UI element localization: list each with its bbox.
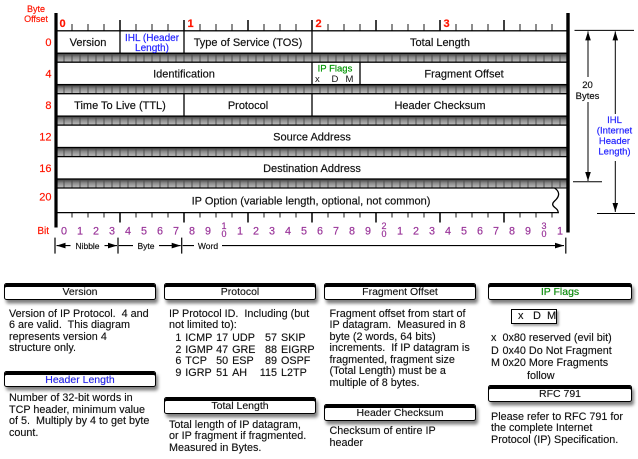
svg-text:5: 5 bbox=[461, 225, 467, 237]
svg-text:Protocol: Protocol bbox=[228, 100, 268, 112]
svg-text:IHL: IHL bbox=[607, 115, 622, 126]
svg-text:1: 1 bbox=[397, 225, 403, 237]
svg-text:(Internet: (Internet bbox=[597, 126, 633, 137]
svg-text:Identification: Identification bbox=[153, 68, 215, 80]
svg-text:Length): Length) bbox=[598, 146, 630, 157]
svg-text:7: 7 bbox=[173, 225, 179, 237]
svg-text:Total Length: Total Length bbox=[410, 37, 470, 49]
svg-text:Header Checksum: Header Checksum bbox=[394, 100, 485, 112]
svg-text:5: 5 bbox=[141, 225, 147, 237]
svg-text:xDM: xDM bbox=[315, 74, 354, 85]
svg-text:5: 5 bbox=[301, 225, 307, 237]
svg-text:1: 1 bbox=[237, 225, 243, 237]
svg-text:2: 2 bbox=[253, 225, 259, 237]
svg-text:Offset: Offset bbox=[24, 14, 48, 24]
svg-text:Type of Service (TOS): Type of Service (TOS) bbox=[194, 37, 303, 49]
svg-text:0: 0 bbox=[61, 225, 67, 237]
svg-text:4: 4 bbox=[285, 225, 291, 237]
svg-text:12: 12 bbox=[39, 131, 51, 143]
svg-text:9: 9 bbox=[205, 225, 211, 237]
svg-text:8: 8 bbox=[509, 225, 515, 237]
svg-text:6: 6 bbox=[477, 225, 483, 237]
svg-text:3: 3 bbox=[429, 225, 435, 237]
svg-text:3: 3 bbox=[444, 18, 450, 30]
svg-text:Bit: Bit bbox=[37, 226, 49, 237]
svg-text:0: 0 bbox=[221, 229, 226, 239]
svg-text:Destination Address: Destination Address bbox=[263, 163, 361, 175]
svg-text:1: 1 bbox=[221, 221, 226, 231]
svg-text:16: 16 bbox=[39, 163, 51, 175]
svg-text:3: 3 bbox=[269, 225, 275, 237]
svg-text:1: 1 bbox=[557, 225, 563, 237]
svg-text:0: 0 bbox=[381, 229, 386, 239]
svg-text:4: 4 bbox=[445, 225, 451, 237]
svg-text:20: 20 bbox=[582, 80, 593, 91]
svg-text:0: 0 bbox=[60, 18, 66, 30]
svg-text:8: 8 bbox=[349, 225, 355, 237]
svg-text:1: 1 bbox=[77, 225, 83, 237]
svg-text:4: 4 bbox=[45, 68, 51, 80]
svg-text:2: 2 bbox=[381, 221, 386, 231]
svg-text:Version: Version bbox=[70, 37, 107, 49]
svg-text:9: 9 bbox=[365, 225, 371, 237]
svg-text:8: 8 bbox=[45, 100, 51, 112]
svg-text:Bytes: Bytes bbox=[576, 91, 600, 102]
svg-text:Source Address: Source Address bbox=[273, 131, 351, 143]
svg-text:20: 20 bbox=[39, 192, 51, 204]
svg-text:2: 2 bbox=[316, 18, 322, 30]
svg-text:Time To Live (TTL): Time To Live (TTL) bbox=[74, 100, 166, 112]
svg-text:IP Option (variable length, op: IP Option (variable length, optional, no… bbox=[192, 195, 431, 207]
svg-text:6: 6 bbox=[157, 225, 163, 237]
svg-text:Nibble: Nibble bbox=[75, 241, 99, 251]
svg-text:Word: Word bbox=[198, 241, 218, 251]
svg-text:Fragment Offset: Fragment Offset bbox=[424, 68, 503, 80]
svg-text:6: 6 bbox=[317, 225, 323, 237]
svg-text:Header: Header bbox=[599, 136, 630, 147]
svg-text:2: 2 bbox=[413, 225, 419, 237]
svg-text:3: 3 bbox=[109, 225, 115, 237]
svg-text:7: 7 bbox=[333, 225, 339, 237]
svg-text:IHL (Header: IHL (Header bbox=[125, 33, 180, 44]
svg-text:Byte: Byte bbox=[27, 4, 45, 14]
svg-text:0: 0 bbox=[45, 37, 51, 49]
svg-text:7: 7 bbox=[493, 225, 499, 237]
svg-text:4: 4 bbox=[125, 225, 131, 237]
svg-text:Byte: Byte bbox=[137, 241, 154, 251]
svg-text:IP Flags: IP Flags bbox=[318, 63, 353, 74]
svg-text:Length): Length) bbox=[135, 43, 169, 54]
svg-text:3: 3 bbox=[541, 221, 546, 231]
svg-text:0: 0 bbox=[541, 229, 546, 239]
svg-text:2: 2 bbox=[93, 225, 99, 237]
svg-text:9: 9 bbox=[525, 225, 531, 237]
svg-text:1: 1 bbox=[188, 18, 194, 30]
svg-text:8: 8 bbox=[189, 225, 195, 237]
